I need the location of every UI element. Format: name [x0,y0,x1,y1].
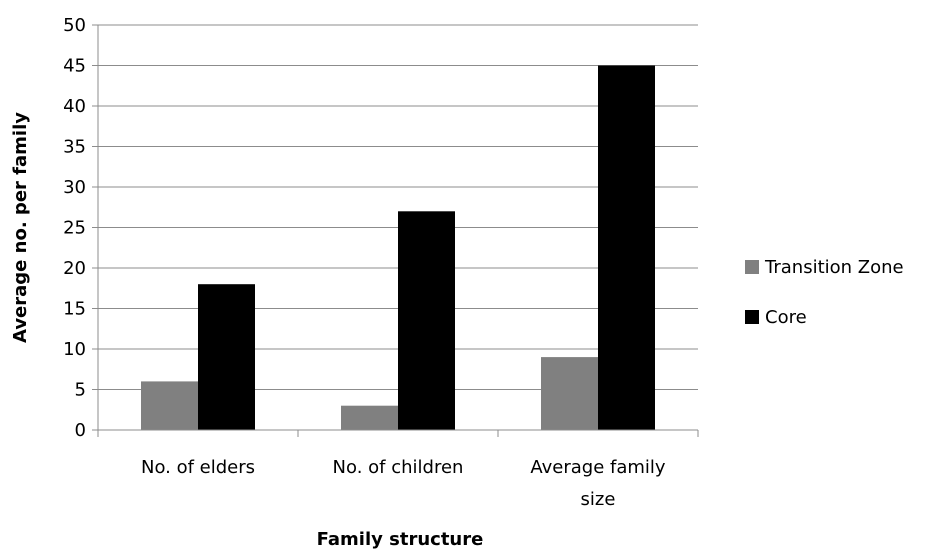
legend-label: Core [765,307,807,328]
x-axis-title: Family structure [317,529,484,550]
y-tick-label: 0 [75,420,86,441]
x-category-label: Average family [530,457,666,478]
x-category-label: No. of elders [141,457,255,478]
bar-transition-zone [541,357,598,430]
bar-transition-zone [341,405,398,430]
y-tick-label: 30 [63,177,86,198]
x-category-label: size [581,489,616,510]
x-category-label: No. of children [333,457,464,478]
bar-core [598,65,655,430]
legend-label: Transition Zone [764,257,904,278]
legend-swatch [745,260,759,274]
y-tick-label: 25 [63,218,86,239]
bar-core [398,211,455,430]
y-tick-label: 20 [63,258,86,279]
bars [141,65,655,430]
y-tick-label: 10 [63,339,86,360]
y-tick-label: 45 [63,56,86,77]
y-tick-label: 50 [63,15,86,36]
y-tick-label: 35 [63,137,86,158]
bar-transition-zone [141,381,198,430]
y-tick-label: 15 [63,299,86,320]
y-tick-label: 5 [75,380,86,401]
bar-core [198,284,255,430]
y-tick-label: 40 [63,96,86,117]
axes [92,24,699,437]
x-category-labels: No. of elders No. of children Average fami… [141,457,666,510]
legend-swatch [745,310,759,324]
legend: Transition Zone Core [745,257,904,328]
y-axis-title: Average no. per family [10,112,31,343]
y-tick-labels: 0 5 10 15 20 25 30 35 40 45 50 [63,15,86,441]
